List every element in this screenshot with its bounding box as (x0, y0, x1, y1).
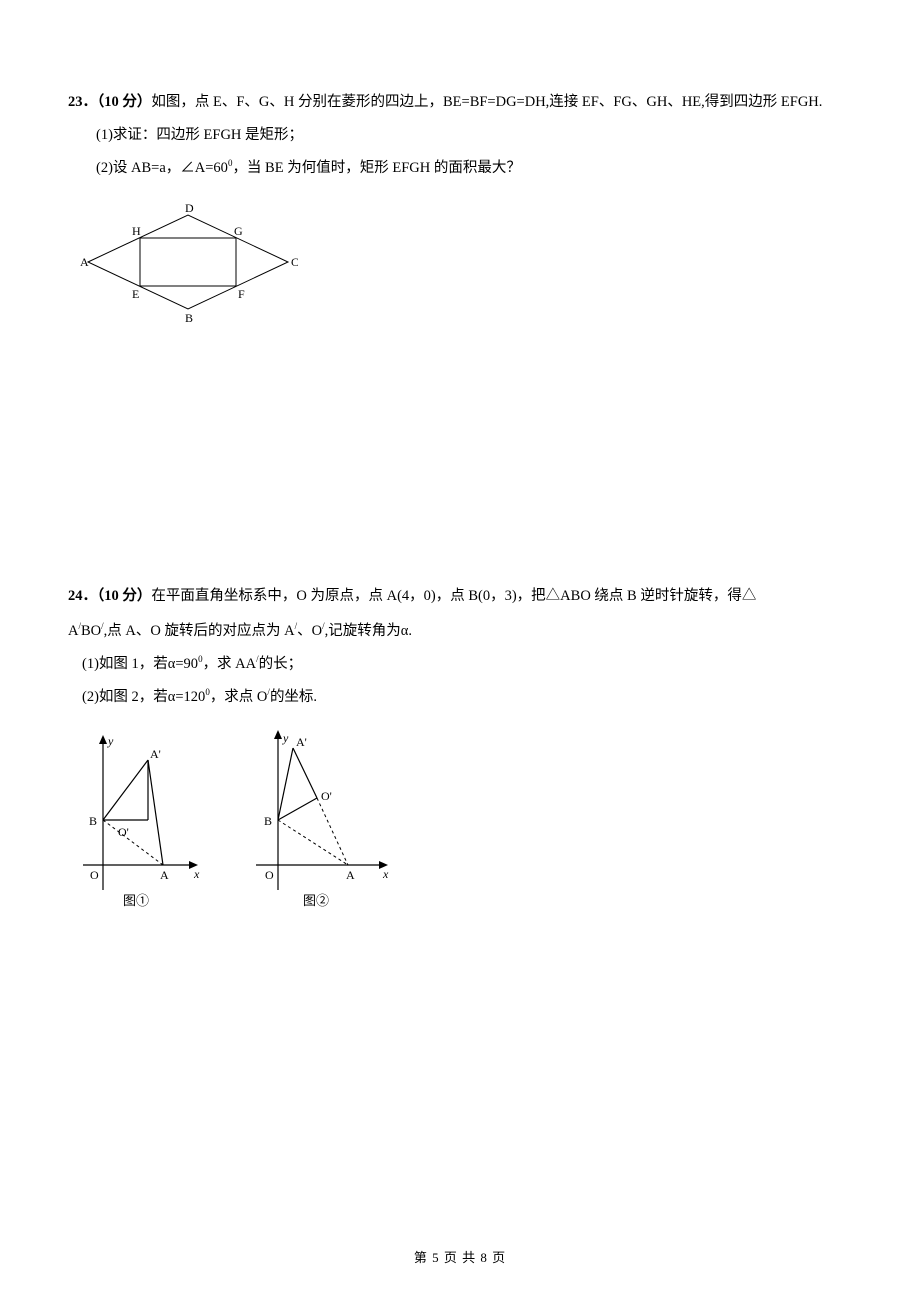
label-H: H (132, 224, 141, 238)
q24-part1-a: (1)如图 1，若α=90 (82, 656, 198, 672)
q24-stem-d: ,点 A、O 旋转后的对应点为 A (104, 623, 295, 639)
q24-part2-c: 的坐标. (270, 689, 317, 705)
fig1-x: x (193, 867, 200, 881)
fig1-B: B (89, 814, 97, 828)
fig2-y: y (282, 731, 289, 745)
q24-stem-line2: A/BO/,点 A、O 旋转后的对应点为 A/、O/,记旋转角为α. (68, 617, 852, 646)
label-E: E (132, 287, 139, 301)
page-footer: 第 5 页 共 8 页 (0, 1247, 920, 1266)
q23-part2: (2)设 AB=a，∠A=600，当 BE 为何值时，矩形 EFGH 的面积最大… (68, 154, 852, 183)
q23-points: （10 分） (97, 94, 151, 110)
fig2-x: x (382, 867, 389, 881)
fig1-Op: O' (118, 825, 129, 839)
q24-figure-1: O B A x y O' A' 图① (78, 730, 208, 910)
q24-part1-b: ，求 AA (203, 656, 257, 672)
q24-stem-e: 、O (297, 623, 322, 639)
q24-stem-b: A (68, 623, 78, 639)
label-C: C (291, 255, 298, 269)
fig1-A: A (160, 868, 169, 882)
q24-figures: O B A x y O' A' 图① (78, 730, 852, 910)
fig1-caption: 图① (123, 893, 149, 908)
label-B: B (185, 311, 193, 325)
fig1-O: O (90, 868, 99, 882)
q24-part1: (1)如图 1，若α=900，求 AA/的长； (68, 650, 852, 679)
q24-number: 24． (68, 588, 97, 604)
q24-stem-c: BO (81, 623, 101, 639)
fig2-Ap: A' (296, 735, 307, 749)
q24-figure-2: O B A x y A' O' 图② (248, 730, 398, 910)
label-D: D (185, 201, 194, 215)
q23-figure: A D C B H G F E (78, 197, 852, 332)
label-G: G (234, 224, 243, 238)
q23-part1: (1)求证：四边形 EFGH 是矩形； (68, 121, 852, 150)
problem-24: 24．（10 分）在平面直角坐标系中，O 为原点，点 A(4，0)，点 B(0，… (68, 582, 852, 910)
q24-header: 24．（10 分）在平面直角坐标系中，O 为原点，点 A(4，0)，点 B(0，… (68, 582, 852, 611)
q23-header: 23．（10 分）如图，点 E、F、G、H 分别在菱形的四边上，BE=BF=DG… (68, 88, 852, 117)
q24-stem-a: 在平面直角坐标系中，O 为原点，点 A(4，0)，点 B(0，3)，把△ABO … (151, 588, 756, 604)
q24-part1-c: 的长； (259, 656, 303, 672)
label-F: F (238, 287, 245, 301)
fig2-B: B (264, 814, 272, 828)
problem-23: 23．（10 分）如图，点 E、F、G、H 分别在菱形的四边上，BE=BF=DG… (68, 88, 852, 332)
q23-part2-b: ，当 BE 为何值时，矩形 EFGH 的面积最大？ (232, 160, 520, 176)
spacer (68, 372, 852, 582)
q23-stem: 如图，点 E、F、G、H 分别在菱形的四边上，BE=BF=DG=DH,连接 EF… (151, 94, 822, 110)
q24-stem-f: ,记旋转角为α. (325, 623, 412, 639)
label-A: A (80, 255, 89, 269)
q24-part2-b: ，求点 O (210, 689, 268, 705)
fig2-A: A (346, 868, 355, 882)
fig1-y: y (107, 734, 114, 748)
q24-points: （10 分） (97, 588, 151, 604)
fig2-O: O (265, 868, 274, 882)
fig1-Ap: A' (150, 747, 161, 761)
q24-part2: (2)如图 2，若α=1200，求点 O/的坐标. (68, 683, 852, 712)
q24-part2-a: (2)如图 2，若α=120 (82, 689, 205, 705)
q23-part2-a: (2)设 AB=a，∠A=60 (96, 160, 228, 176)
q23-number: 23． (68, 94, 97, 110)
fig2-Op: O' (321, 789, 332, 803)
fig2-caption: 图② (303, 893, 329, 908)
